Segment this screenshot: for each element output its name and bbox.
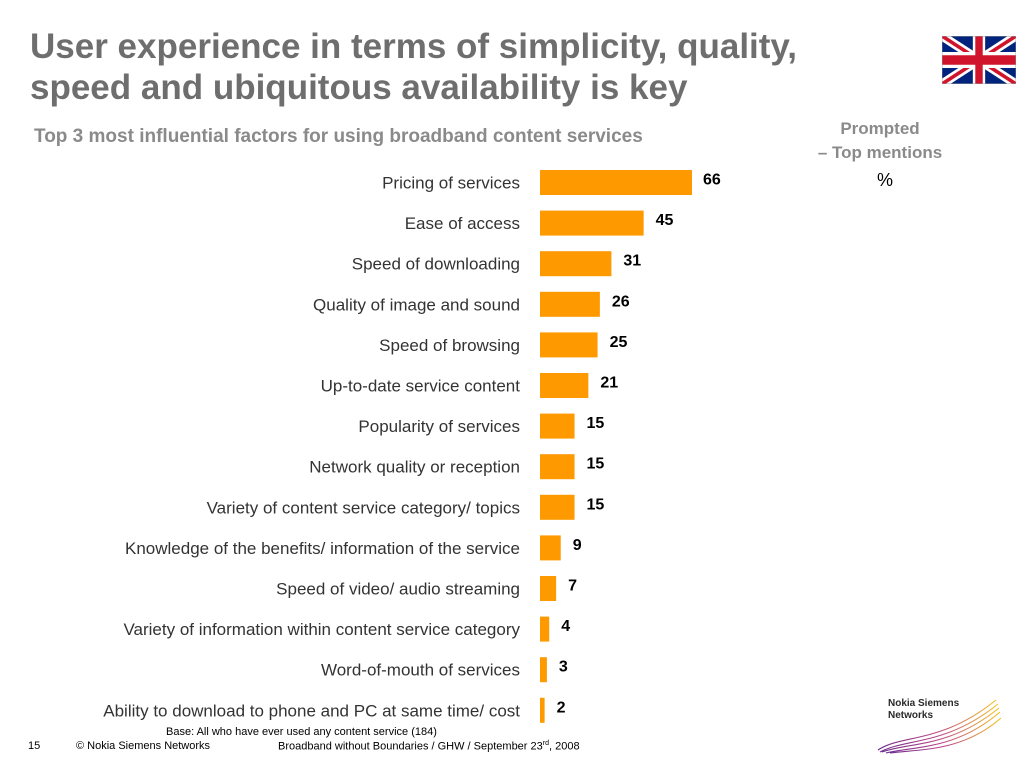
bar-10 <box>540 576 557 601</box>
prompted-line-1: Prompted <box>840 119 920 138</box>
document-title-text: Broadband without Boundaries / GHW / Sep… <box>278 740 543 753</box>
category-label-7: Network quality or reception <box>309 458 520 477</box>
value-label-5: 21 <box>600 375 618 392</box>
base-note: Base: All who have ever used any content… <box>166 726 437 738</box>
logo-line-1: Nokia Siemens <box>888 698 960 709</box>
prompted-line-2: – Top mentions <box>817 143 943 162</box>
bar-11 <box>540 616 550 642</box>
slide-title: User experience in terms of simplicity, … <box>30 26 930 108</box>
value-label-0: 66 <box>703 172 721 189</box>
bar-7 <box>540 454 575 480</box>
value-label-10: 7 <box>568 578 577 595</box>
category-label-11: Variety of information within content se… <box>123 620 520 639</box>
category-label-13: Ability to download to phone and PC at s… <box>103 701 520 720</box>
category-label-1: Ease of access <box>405 214 520 233</box>
value-label-11: 4 <box>561 618 570 635</box>
bar-0 <box>540 170 692 195</box>
value-label-9: 9 <box>573 537 582 554</box>
category-label-5: Up-to-date service content <box>321 377 521 396</box>
bar-4 <box>540 332 598 358</box>
uk-flag-icon <box>942 36 1016 84</box>
value-label-3: 26 <box>612 293 630 310</box>
category-label-10: Speed of video/ audio streaming <box>276 580 520 599</box>
copyright: © Nokia Siemens Networks <box>76 740 211 752</box>
category-label-6: Popularity of services <box>358 417 520 436</box>
bar-5 <box>540 373 589 398</box>
bar-13 <box>540 697 545 723</box>
bar-1 <box>540 210 644 236</box>
category-label-12: Word-of-mouth of services <box>321 661 520 680</box>
category-label-2: Speed of downloading <box>352 255 520 274</box>
value-label-8: 15 <box>587 496 605 513</box>
bar-3 <box>540 291 600 317</box>
document-title-sup: rd <box>542 740 549 747</box>
category-label-8: Variety of content service category/ top… <box>207 498 520 517</box>
prompted-note: Prompted – Top mentions <box>790 117 970 165</box>
value-label-4: 25 <box>610 334 628 351</box>
chart-subtitle: Top 3 most influential factors for using… <box>34 126 643 147</box>
value-label-1: 45 <box>656 212 674 229</box>
logo-line-2: Networks <box>888 710 934 721</box>
nokia-siemens-logo-icon <box>877 699 1002 754</box>
value-label-7: 15 <box>587 456 605 473</box>
bar-6 <box>540 413 575 439</box>
bar-8 <box>540 494 575 520</box>
bar-2 <box>540 251 612 277</box>
value-label-2: 31 <box>623 253 641 270</box>
document-title-year: , 2008 <box>549 740 580 753</box>
unit-label: % <box>876 170 893 190</box>
title-line-1: User experience in terms of simplicity, … <box>30 27 798 66</box>
value-label-6: 15 <box>587 415 605 432</box>
category-label-0: Pricing of services <box>382 174 520 193</box>
title-line-2: speed and ubiquitous availability is key <box>30 68 688 107</box>
logo-text: Nokia Siemens Networks <box>888 698 959 722</box>
bar-12 <box>540 657 547 683</box>
category-label-9: Knowledge of the benefits/ information o… <box>125 539 520 558</box>
value-label-12: 3 <box>559 659 568 676</box>
category-label-3: Quality of image and sound <box>313 295 520 314</box>
document-title: Broadband without Boundaries / GHW / Sep… <box>278 740 580 753</box>
value-label-13: 2 <box>557 699 566 716</box>
page-number: 15 <box>28 740 41 752</box>
category-label-4: Speed of browsing <box>379 336 520 355</box>
bar-9 <box>540 535 561 561</box>
